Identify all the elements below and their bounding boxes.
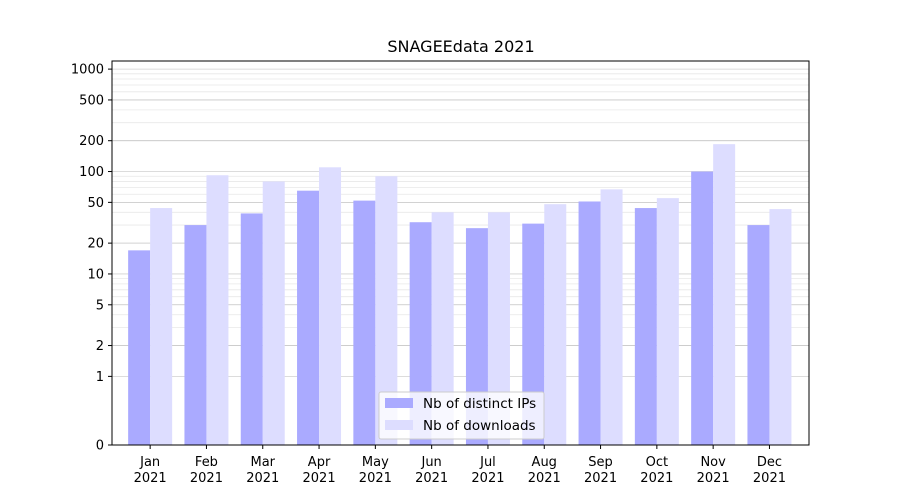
- y-tick-label: 500: [79, 93, 104, 108]
- bar-downloads: [431, 212, 454, 445]
- y-tick-label: 0: [96, 439, 104, 454]
- bar-downloads: [713, 144, 736, 445]
- legend-swatch-downloads: [385, 420, 413, 430]
- x-tick-label: Mar 2021: [246, 455, 279, 486]
- y-tick-label: 2: [96, 339, 104, 354]
- y-tick-label: 100: [79, 165, 104, 180]
- x-tick-label: Sep 2021: [584, 455, 617, 486]
- y-tick-label: 20: [87, 237, 104, 252]
- legend-swatch-distinct-ips: [385, 398, 413, 408]
- bar-distinct-ips: [578, 201, 601, 445]
- legend-label-distinct-ips: Nb of distinct IPs: [423, 396, 536, 412]
- x-tick-label: May 2021: [359, 455, 392, 486]
- bars: [128, 144, 792, 446]
- y-tick-label: 1000: [71, 63, 104, 78]
- x-axis: Jan 2021 Feb 2021 Mar 2021 Apr 2021 May 2021 Jun 20…: [134, 445, 786, 486]
- y-tick-label: 10: [87, 267, 104, 282]
- bar-downloads: [150, 208, 173, 445]
- x-tick-label: Jul 2021: [471, 455, 504, 486]
- bar-downloads: [262, 181, 285, 445]
- y-tick-label: 50: [87, 196, 104, 211]
- x-tick-label: Aug 2021: [528, 455, 561, 486]
- bar-distinct-ips: [747, 225, 770, 445]
- legend: Nb of distinct IPs Nb of downloads: [378, 391, 545, 440]
- bar-downloads: [375, 176, 398, 446]
- bar-distinct-ips: [691, 171, 714, 445]
- plot-area-frame: [111, 60, 810, 446]
- x-tick-label: Jan 2021: [134, 455, 167, 486]
- legend-box: [378, 391, 545, 440]
- bar-distinct-ips: [353, 200, 376, 445]
- bar-downloads: [600, 189, 623, 445]
- x-tick-label: Dec 2021: [753, 455, 786, 486]
- x-tick-label: Oct 2021: [640, 455, 673, 486]
- bar-downloads: [319, 167, 342, 445]
- x-tick-label: Apr 2021: [303, 455, 336, 486]
- y-tick-label: 200: [79, 134, 104, 149]
- bar-distinct-ips: [297, 190, 320, 445]
- bar-distinct-ips: [240, 213, 263, 445]
- bar-distinct-ips: [522, 223, 545, 445]
- x-tick-label: Jun 2021: [415, 455, 448, 486]
- bar-distinct-ips: [465, 228, 488, 445]
- bar-distinct-ips: [634, 208, 657, 445]
- y-tick-label: 1: [96, 370, 104, 385]
- chart-title: SNAGEEdata 2021: [387, 37, 534, 56]
- y-tick-label: 5: [96, 298, 104, 313]
- bar-downloads: [769, 209, 792, 445]
- x-tick-label: Feb 2021: [190, 455, 223, 486]
- bar-downloads: [487, 212, 510, 445]
- bar-distinct-ips: [128, 250, 151, 445]
- legend-label-downloads: Nb of downloads: [423, 418, 536, 434]
- x-tick-label: Nov 2021: [697, 455, 730, 486]
- bar-downloads: [544, 204, 567, 445]
- y-axis: 0 1 2 5 10 20 50 100 200 500 1000: [71, 63, 112, 454]
- bar-downloads: [206, 175, 229, 446]
- bar-distinct-ips: [184, 225, 207, 445]
- bar-downloads: [656, 198, 679, 445]
- bar-distinct-ips: [409, 222, 432, 445]
